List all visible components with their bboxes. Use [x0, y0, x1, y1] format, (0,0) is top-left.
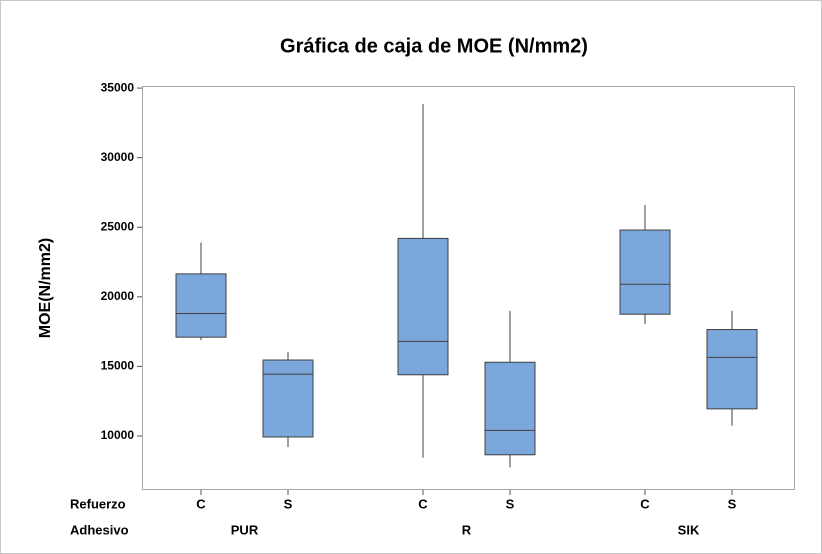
- box: [262, 359, 314, 438]
- chart-title: Gráfica de caja de MOE (N/mm2): [280, 35, 588, 57]
- y-axis-label: MOE(N/mm2): [37, 238, 54, 338]
- x-tick-label: S: [284, 496, 293, 511]
- y-tick-label: 35000: [101, 80, 135, 94]
- x-tick-label: C: [418, 496, 428, 511]
- y-tick-label: 25000: [101, 219, 135, 233]
- x-tick-label: S: [728, 496, 737, 511]
- box: [706, 329, 758, 410]
- box: [484, 361, 536, 456]
- group-label: SIK: [678, 522, 700, 537]
- box: [619, 229, 671, 315]
- x-tick-label: C: [196, 496, 206, 511]
- x-tick-label: C: [640, 496, 650, 511]
- group-label: PUR: [231, 522, 259, 537]
- plot-area: [142, 86, 795, 490]
- box: [175, 273, 227, 338]
- group-label: R: [462, 522, 472, 537]
- y-tick-label: 30000: [101, 150, 135, 164]
- factor-name: Adhesivo: [70, 522, 129, 537]
- y-tick-label: 15000: [101, 359, 135, 373]
- y-tick-label: 10000: [101, 428, 135, 442]
- x-tick-label: S: [506, 496, 515, 511]
- factor-name: Refuerzo: [70, 496, 126, 511]
- y-tick-label: 20000: [101, 289, 135, 303]
- box: [397, 237, 449, 376]
